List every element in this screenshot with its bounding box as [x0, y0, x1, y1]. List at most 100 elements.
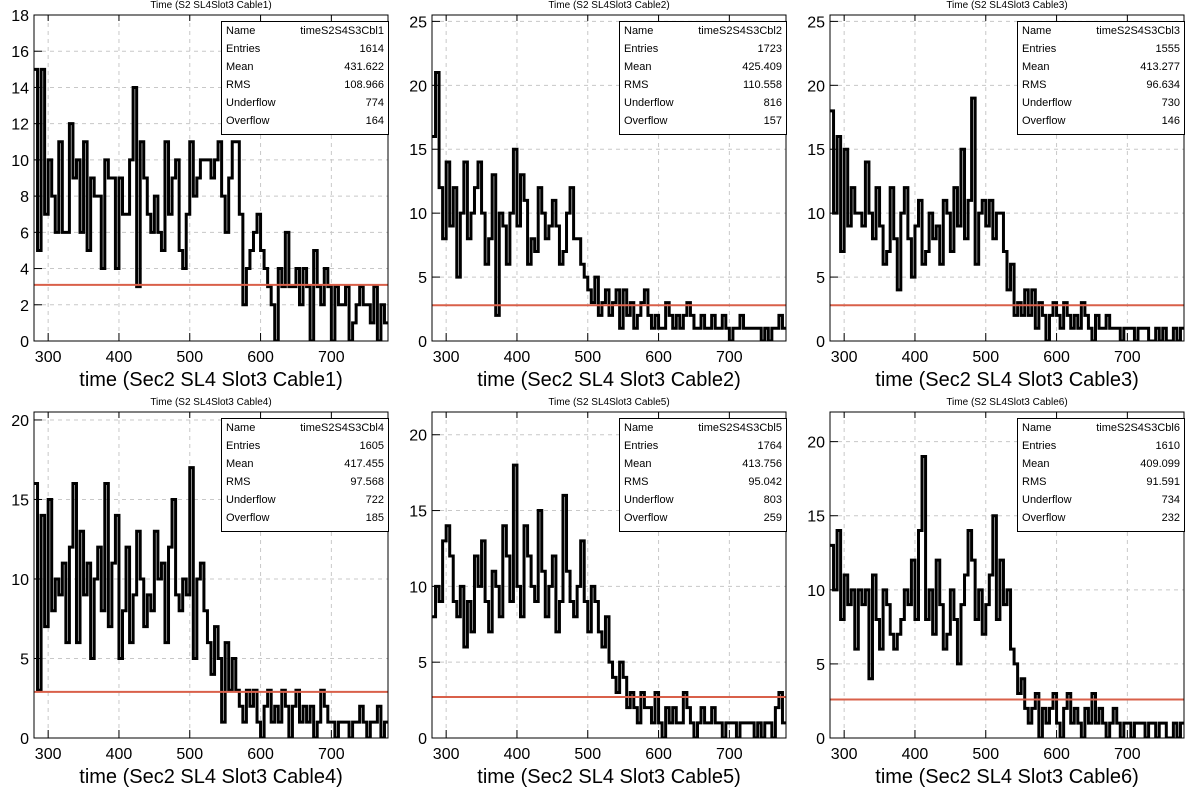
stats-key: Entries	[1022, 440, 1057, 452]
stats-row-underflow: Underflow 816	[620, 94, 786, 112]
stats-key: Overflow	[624, 512, 668, 524]
panel-title: Time (S2 SL4Slot3 Cable5)	[548, 397, 670, 408]
x-tick-label: 300	[433, 349, 460, 366]
stats-value: 95.042	[748, 476, 782, 488]
x-tick-label: 500	[176, 746, 203, 763]
y-tick-label: 5	[816, 270, 825, 287]
x-tick-label: 400	[902, 746, 929, 763]
plot-frame	[431, 411, 787, 739]
stats-value: 413.277	[1140, 61, 1180, 73]
x-tick-label: 700	[1114, 349, 1141, 366]
x-axis-label: time (Sec2 SL4 Slot3 Cable2)	[477, 369, 741, 391]
histogram-panel-4: 300 400 500 600 700 0 5 10 15 20	[11, 411, 389, 763]
stats-key: Overflow	[1022, 512, 1066, 524]
stats-value: 97.568	[350, 476, 384, 488]
stats-row-overflow: Overflow 146	[1018, 112, 1184, 130]
x-tick-label: 400	[504, 349, 531, 366]
x-tick-label: 600	[247, 746, 274, 763]
stats-key: Entries	[226, 43, 261, 55]
histogram-panel-6: 300 400 500 600 700 0 5 10 15 20	[807, 411, 1185, 763]
stats-value: 431.622	[344, 61, 384, 73]
stats-row-rms: RMS 97.568	[222, 473, 388, 491]
stats-key: Underflow	[624, 97, 674, 109]
stats-row-overflow: Overflow 232	[1018, 509, 1184, 527]
stats-row-overflow: Overflow 185	[222, 509, 388, 527]
stats-row-name: Name timeS2S4S3Cbl1	[222, 22, 388, 40]
histogram-panel-1: 300 400 500 600 700 0 2 4 6 8 10 12 14 16 18	[11, 8, 389, 366]
x-axis-label: time (Sec2 SL4 Slot3 Cable3)	[875, 369, 1139, 391]
histogram-panel-5: 300 400 500 600 700 0 5 10 15 20	[409, 411, 787, 763]
stats-row-mean: Mean 417.455	[222, 455, 388, 473]
stats-key: Mean	[624, 458, 652, 470]
histogram-series	[432, 71, 786, 341]
stats-row-mean: Mean 413.756	[620, 455, 786, 473]
y-tick-label: 8	[20, 189, 29, 206]
stats-row-underflow: Underflow 774	[222, 94, 388, 112]
stats-value: timeS2S4S3Cbl4	[300, 422, 384, 434]
stats-value: 1610	[1155, 440, 1180, 452]
y-tick-label: 5	[418, 655, 427, 672]
y-tick-label: 2	[20, 298, 29, 315]
x-tick-label: 300	[831, 349, 858, 366]
stats-value: 774	[365, 97, 384, 109]
panel-title: Time (S2 SL4Slot3 Cable3)	[946, 0, 1068, 11]
stats-value: 1614	[359, 43, 384, 55]
stats-row-mean: Mean 431.622	[222, 58, 388, 76]
y-tick-label: 20	[807, 78, 825, 95]
y-tick-label: 15	[807, 142, 825, 159]
x-tick-label: 500	[176, 349, 203, 366]
stats-key: RMS	[624, 476, 649, 488]
stats-value: 417.455	[344, 458, 384, 470]
stats-row-entries: Entries 1723	[620, 40, 786, 58]
stats-key: Name	[624, 422, 654, 434]
y-tick-label: 10	[11, 572, 29, 589]
stats-value: 185	[365, 512, 384, 524]
y-tick-label: 10	[409, 206, 427, 223]
stats-row-entries: Entries 1610	[1018, 437, 1184, 455]
y-tick-label: 20	[11, 413, 29, 430]
histogram-panel-3: 300 400 500 600 700 0 5 10 15 20 25	[807, 14, 1185, 366]
x-tick-label: 700	[716, 349, 743, 366]
y-tick-label: 15	[11, 492, 29, 509]
stats-value: timeS2S4S3Cbl5	[698, 422, 782, 434]
stats-key: Name	[1022, 422, 1052, 434]
y-tick-label: 20	[409, 78, 427, 95]
x-tick-label: 600	[645, 349, 672, 366]
x-tick-label: 500	[574, 746, 601, 763]
stats-key: Entries	[624, 440, 659, 452]
y-tick-label: 16	[11, 44, 29, 61]
stats-row-entries: Entries 1605	[222, 437, 388, 455]
y-tick-label: 0	[418, 334, 427, 351]
plot-frame	[431, 14, 787, 342]
stats-row-entries: Entries 1614	[222, 40, 388, 58]
stats-key: Name	[1022, 25, 1052, 37]
x-tick-label: 700	[318, 349, 345, 366]
y-tick-label: 18	[11, 8, 29, 25]
stats-value: 108.966	[344, 79, 384, 91]
x-tick-label: 600	[1043, 746, 1070, 763]
x-tick-label: 300	[433, 746, 460, 763]
y-tick-label: 10	[807, 206, 825, 223]
y-tick-label: 15	[409, 504, 427, 521]
stats-row-name: Name timeS2S4S3Cbl4	[222, 419, 388, 437]
y-tick-label: 10	[11, 153, 29, 170]
x-axis-label: time (Sec2 SL4 Slot3 Cable4)	[79, 766, 343, 788]
stats-key: Mean	[226, 458, 254, 470]
x-tick-label: 600	[247, 349, 274, 366]
y-tick-label: 25	[409, 14, 427, 31]
plot-frame	[829, 411, 1185, 739]
stats-value: 96.634	[1146, 79, 1180, 91]
stats-row-rms: RMS 96.634	[1018, 76, 1184, 94]
stats-key: Underflow	[226, 494, 276, 506]
histogram-panel-2: 300 400 500 600 700 0 5 10 15 20 25	[409, 14, 787, 366]
stats-row-overflow: Overflow 157	[620, 112, 786, 130]
y-tick-label: 10	[807, 583, 825, 600]
plot-frame	[33, 411, 389, 739]
histogram-series	[34, 466, 388, 738]
stats-value: 157	[763, 115, 782, 127]
stats-value: 803	[763, 494, 782, 506]
y-tick-label: 5	[418, 270, 427, 287]
stats-key: Underflow	[1022, 97, 1072, 109]
panel-title: Time (S2 SL4Slot3 Cable6)	[946, 397, 1068, 408]
y-tick-label: 14	[11, 80, 29, 97]
